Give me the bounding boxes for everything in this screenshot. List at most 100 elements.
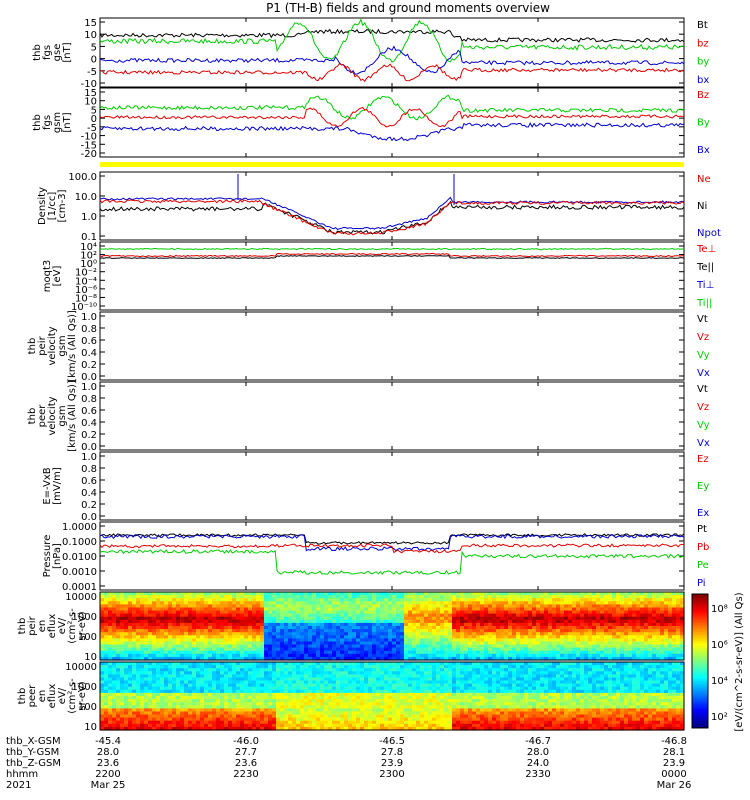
spectro-cell [676,629,681,633]
spectro-cell [280,717,285,722]
spectro-cell [128,692,133,697]
spectro-cell [336,714,341,719]
spectro-cell [244,650,249,655]
spectro-cell [328,644,333,649]
spectro-cell [540,610,545,615]
y-tick-label: 0.4 [81,348,97,359]
spectro-cell [416,635,421,639]
spectro-cell [292,592,297,596]
spectro-cell [192,610,197,615]
spectro-cell [204,668,209,672]
spectro-cell [640,656,645,661]
spectro-cell [236,662,241,666]
spectro-cell [344,653,349,658]
spectro-cell [304,607,309,612]
spectro-cell [264,723,269,728]
spectro-cell [160,677,165,682]
spectro-cell [576,632,581,636]
spectro-cell [588,653,593,658]
spectro-cell [436,619,441,624]
spectro-cell [556,626,561,630]
spectro-cell [236,653,241,658]
spectro-cell [424,644,429,649]
spectro-cell [360,650,365,655]
spectro-cell [488,613,493,618]
spectro-cell [508,595,513,599]
spectro-cell [424,653,429,658]
spectro-cell [592,641,597,646]
spectro-cell [468,604,473,609]
spectro-cell [368,656,373,661]
spectro-cell [380,629,385,633]
spectro-cell [372,622,377,627]
spectro-cell [176,595,181,599]
spectro-cell [528,616,533,621]
spectro-cell [320,671,325,675]
spectro-cell [100,702,105,706]
spectro-cell [188,671,193,675]
spectro-cell [424,613,429,618]
spectro-cell [156,689,161,694]
spectro-cell [240,717,245,722]
spectro-cell [596,610,601,615]
spectro-cell [568,647,573,652]
spectro-cell [296,601,301,605]
spectro-cell [208,619,213,624]
spectro-cell [184,708,189,713]
spectro-cell [332,726,337,731]
spectro-cell [320,692,325,697]
spectro-cell [516,653,521,658]
spectro-cell [192,598,197,602]
spectro-cell [320,680,325,685]
spectro-cell [396,613,401,618]
spectro-cell [264,626,269,630]
spectro-cell [224,699,229,703]
spectro-cell [524,650,529,655]
spectro-cell [328,717,333,722]
spectro-cell [380,610,385,615]
spectro-cell [232,699,237,703]
y-tick-label: 10⁻⁴ [75,276,97,287]
spectro-cell [416,656,421,661]
spectro-cell [132,641,137,646]
spectro-cell [232,686,237,691]
spectro-cell [664,629,669,633]
spectro-cell [260,671,265,675]
spectro-cell [160,632,165,636]
spectro-cell [616,641,621,646]
y-tick-label: 0.8 [81,394,97,405]
spectro-cell [320,683,325,688]
spectro-cell [156,711,161,716]
spectro-cell [616,653,621,658]
spectro-cell [560,622,565,627]
y-axis-label: peer [27,684,38,708]
spectro-cell [144,726,149,731]
spectro-cell [356,626,361,630]
spectro-cell [516,619,521,624]
spectro-cell [560,644,565,649]
spectro-cell [220,613,225,618]
spectro-cell [372,629,377,633]
spectro-cell [204,689,209,694]
y-axis-label: eV/ [57,617,68,634]
spectro-cell [408,595,413,599]
spectro-cell [128,674,133,679]
spectro-cell [616,592,621,596]
spectro-cell [664,647,669,652]
spectro-cell [568,622,573,627]
spectro-cell [224,601,229,605]
spectro-cell [520,598,525,602]
spectro-cell [260,702,265,706]
y-tick-label: 10⁻¹⁰ [71,302,97,313]
spectro-cell [160,726,165,731]
spectro-cell [100,723,105,728]
spectro-cell [676,604,681,609]
spectro-cell [588,644,593,649]
spectro-cell [172,635,177,639]
spectro-cell [232,632,237,636]
spectro-cell [180,595,185,599]
spectro-cell [324,686,329,691]
spectro-cell [436,629,441,633]
spectro-cell [420,647,425,652]
spectro-cell [572,653,577,658]
